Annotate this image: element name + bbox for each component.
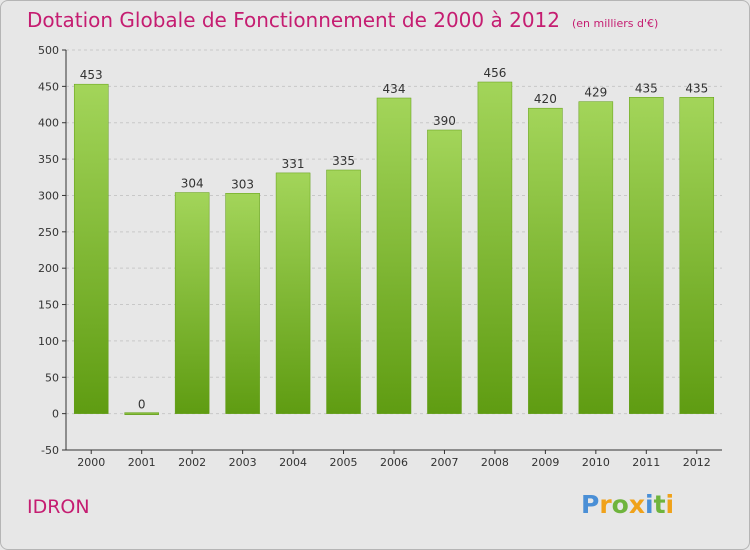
data-label-2011: 435: [635, 81, 658, 95]
y-tick-label: 450: [38, 80, 59, 93]
data-label-2009: 420: [534, 92, 557, 106]
axes: -50 0 50 100 150 200 250 300 350 400 450 500 2000 200…: [38, 44, 722, 469]
bar-2010: [578, 101, 614, 414]
x-tick-label-2009: 2009: [531, 456, 559, 469]
data-label-2002: 304: [181, 177, 204, 191]
bar-2004: [275, 172, 311, 414]
chart-title-text: Dotation Globale de Fonctionnement de 20…: [27, 8, 560, 32]
x-tick-label-2000: 2000: [77, 456, 105, 469]
bar-2011: [629, 97, 664, 414]
y-tick-label: 50: [45, 371, 59, 384]
x-tick-label-2002: 2002: [178, 456, 206, 469]
bar-2005: [326, 169, 361, 414]
y-tick-label: 500: [38, 44, 59, 57]
y-tick-label: 200: [38, 262, 59, 275]
x-tick-label-2008: 2008: [481, 456, 509, 469]
x-tick-label-2011: 2011: [632, 456, 660, 469]
y-tick-label: 350: [38, 153, 59, 166]
data-label-2010: 429: [584, 86, 607, 100]
bar-2002: [174, 192, 210, 414]
data-labels: 453 0 304 303 331 335 434 390 456 420 429 435 435: [80, 66, 708, 412]
y-tick-label: -50: [41, 444, 59, 457]
bar-2001: [124, 412, 159, 415]
bar-2006: [376, 97, 412, 414]
proxiti-logo[interactable]: Proxiti: [581, 490, 675, 519]
y-tick-label: 250: [38, 226, 59, 239]
data-label-2005: 335: [332, 154, 355, 168]
x-tick-label-2001: 2001: [128, 456, 156, 469]
chart-unit: (en milliers d'€): [572, 17, 659, 30]
x-tick-label-2004: 2004: [279, 456, 307, 469]
x-tick-label-2007: 2007: [430, 456, 458, 469]
x-tick-label-2003: 2003: [229, 456, 257, 469]
data-label-2001: 0: [138, 398, 146, 412]
y-tick-label: 100: [38, 335, 59, 348]
bar-2012: [679, 97, 715, 414]
y-tick-label: 150: [38, 299, 59, 312]
data-label-2004: 331: [282, 157, 305, 171]
x-tick-label-2006: 2006: [380, 456, 408, 469]
data-label-2006: 434: [383, 82, 406, 96]
bar-2008: [477, 81, 513, 414]
bar-2009: [528, 107, 563, 414]
chart-title: Dotation Globale de Fonctionnement de 20…: [27, 8, 658, 32]
y-tick-label: 0: [52, 408, 59, 421]
x-tick-label-2005: 2005: [330, 456, 358, 469]
bar-2003: [225, 193, 260, 414]
data-label-2007: 390: [433, 114, 456, 128]
y-tick-label: 400: [38, 117, 59, 130]
x-tick-label-2010: 2010: [582, 456, 610, 469]
commune-name: IDRON: [27, 496, 90, 518]
bar-2000: [73, 83, 109, 414]
data-label-2008: 456: [483, 66, 506, 80]
data-label-2012: 435: [685, 81, 708, 95]
bars: [73, 81, 715, 415]
bar-2007: [427, 129, 462, 414]
data-label-2000: 453: [80, 68, 103, 82]
data-label-2003: 303: [231, 177, 254, 191]
x-tick-label-2012: 2012: [683, 456, 711, 469]
y-tick-label: 300: [38, 189, 59, 202]
